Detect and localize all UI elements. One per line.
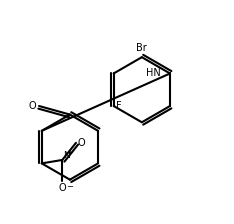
- Text: Br: Br: [136, 43, 147, 53]
- Text: O: O: [29, 101, 37, 111]
- Text: F: F: [116, 101, 122, 111]
- Text: O: O: [58, 183, 66, 193]
- Text: +: +: [66, 148, 73, 157]
- Text: HN: HN: [146, 69, 161, 78]
- Text: O: O: [78, 138, 85, 148]
- Text: −: −: [66, 183, 73, 192]
- Text: N: N: [63, 151, 70, 160]
